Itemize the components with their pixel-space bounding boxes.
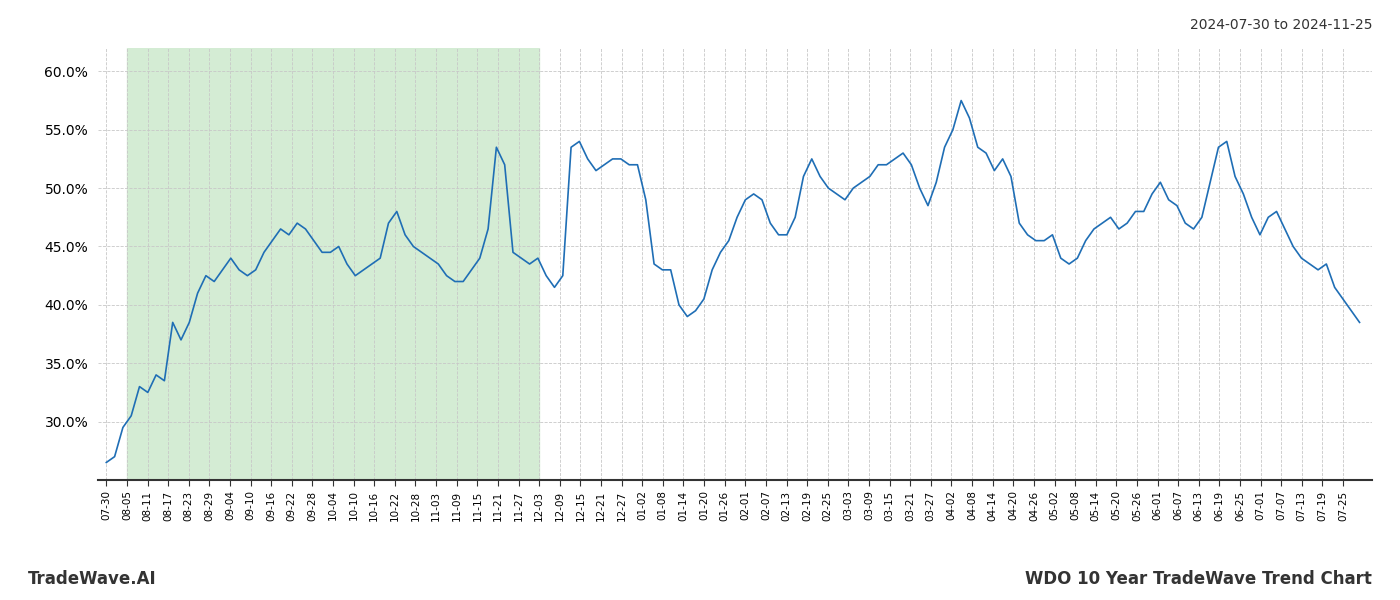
Bar bbox=[127, 48, 539, 480]
Text: TradeWave.AI: TradeWave.AI bbox=[28, 570, 157, 588]
Text: WDO 10 Year TradeWave Trend Chart: WDO 10 Year TradeWave Trend Chart bbox=[1025, 570, 1372, 588]
Text: 2024-07-30 to 2024-11-25: 2024-07-30 to 2024-11-25 bbox=[1190, 18, 1372, 32]
